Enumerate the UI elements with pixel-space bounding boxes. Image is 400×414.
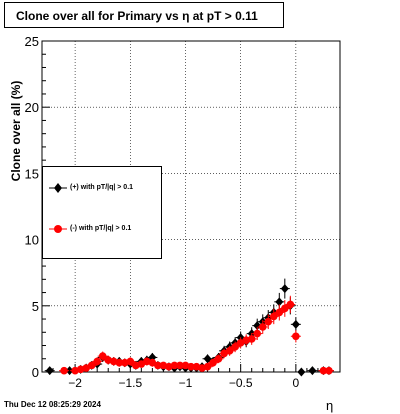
data-point [281, 304, 289, 313]
data-point [93, 357, 101, 366]
legend-entry-positive: (+) with pT/|q| > 0.1 [43, 181, 161, 195]
y-tick-label: 25 [25, 34, 39, 49]
data-point [154, 361, 162, 370]
data-point [126, 357, 135, 366]
data-points [44, 278, 334, 377]
data-point [60, 366, 68, 375]
data-point [325, 366, 333, 375]
data-point [275, 308, 284, 317]
y-tick-label: 15 [25, 166, 39, 181]
legend-label-negative: (-) with pT/|q| > 0.1 [70, 225, 132, 232]
data-point [115, 358, 124, 367]
x-tick-label: 0 [293, 376, 300, 390]
series-negative [59, 295, 334, 375]
legend-marker-positive [49, 183, 67, 193]
data-point [291, 319, 300, 329]
y-tick-label: 10 [25, 233, 39, 248]
data-point [275, 297, 284, 307]
data-point [87, 361, 96, 370]
x-axis-label: η [326, 398, 334, 413]
y-tick-label: 5 [32, 299, 39, 314]
y-tick-label: 20 [25, 100, 39, 115]
data-point [319, 366, 328, 375]
data-point [65, 366, 74, 376]
data-point [203, 362, 212, 371]
data-point [247, 335, 256, 343]
x-tick-label: −1.5 [118, 376, 142, 390]
data-point [176, 361, 184, 370]
data-point [286, 300, 295, 309]
timestamp: Thu Dec 12 08:25:29 2024 [4, 400, 101, 409]
y-tick-label: 0 [32, 365, 39, 380]
y-axis-label-box: Clone over all (%) [6, 81, 26, 182]
data-point [209, 358, 217, 367]
data-point [264, 317, 273, 326]
y-axis-label: Clone over all (%) [9, 80, 23, 182]
legend-marker-negative [49, 225, 67, 233]
chart-title-box: Clone over all for Primary vs η at pT > … [4, 2, 284, 28]
data-point [98, 352, 107, 360]
data-point [258, 323, 267, 331]
data-point [187, 362, 195, 371]
data-point [269, 312, 278, 321]
data-point [225, 347, 234, 355]
data-point [280, 284, 289, 294]
x-tick-label: −2 [68, 376, 82, 390]
legend-label-positive: (+) with pT/|q| > 0.1 [70, 184, 134, 191]
chart-title: Clone over all for Primary vs η at pT > … [16, 9, 258, 23]
x-tick-label: −1 [179, 376, 193, 390]
legend-entry-negative: (-) with pT/|q| > 0.1 [43, 222, 161, 236]
data-point [253, 329, 262, 338]
tick-labels: −2 −1.5 −1 −0.5 0 0 5 10 15 20 25 [25, 34, 300, 390]
data-point [308, 366, 317, 376]
x-tick-label: −0.5 [229, 376, 253, 390]
data-point [170, 361, 179, 370]
data-point [292, 332, 300, 341]
data-point [214, 354, 223, 363]
data-point [297, 367, 306, 377]
legend: (+) with pT/|q| > 0.1 (-) with pT/|q| > … [42, 166, 162, 259]
data-point [45, 366, 54, 376]
data-point [231, 343, 239, 351]
